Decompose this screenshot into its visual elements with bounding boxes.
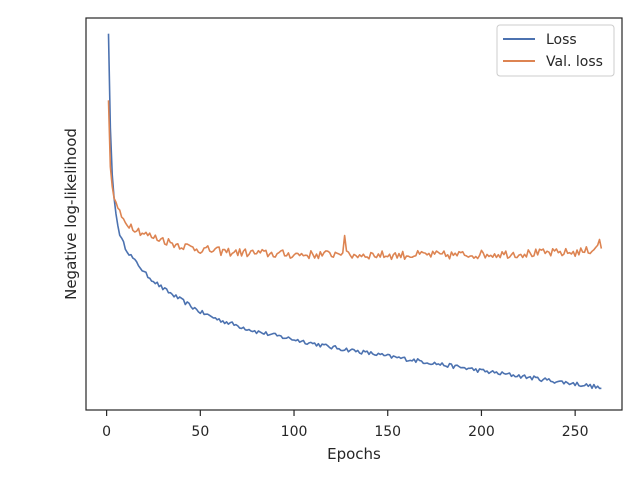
legend-label-val-loss: Val. loss xyxy=(546,54,603,70)
legend: Loss Val. loss xyxy=(496,24,615,77)
x-tick-label: 0 xyxy=(102,424,111,440)
x-tick-label: 150 xyxy=(374,424,401,440)
x-axis-ticks: 0 50 100 150 200 250 xyxy=(102,410,589,440)
x-tick-label: 200 xyxy=(468,424,495,440)
x-tick-label: 100 xyxy=(281,424,308,440)
x-tick-label: 50 xyxy=(191,424,209,440)
series-line-loss xyxy=(107,33,602,390)
legend-label-loss: Loss xyxy=(546,32,577,48)
plot-area-frame xyxy=(85,17,623,411)
series-layer xyxy=(107,33,603,390)
legend-box xyxy=(496,24,615,77)
x-axis-label: Epochs xyxy=(327,445,381,463)
series-line-val-loss xyxy=(107,100,603,261)
y-axis-label: Negative log-likelihood xyxy=(62,128,80,300)
x-tick-label: 250 xyxy=(562,424,589,440)
